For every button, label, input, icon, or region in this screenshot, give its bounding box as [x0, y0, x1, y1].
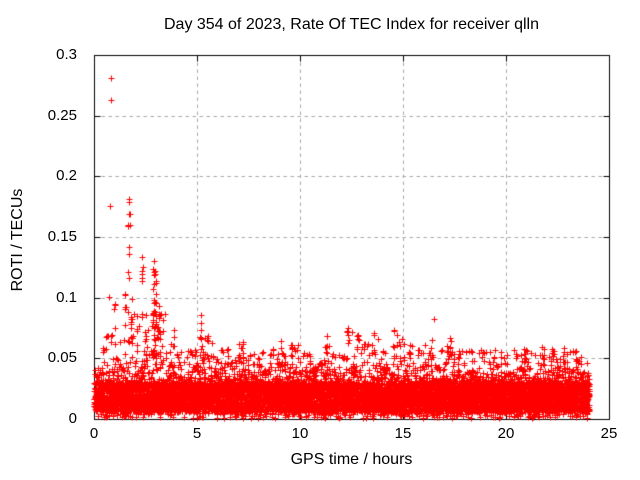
x-tick-label: 5 [192, 425, 202, 442]
y-axis-label: ROTI / TECUs [9, 188, 26, 292]
x-tick-label: 25 [600, 425, 618, 442]
y-tick-label: 0.2 [56, 167, 77, 184]
x-tick-label: 0 [89, 425, 99, 442]
y-tick-label: 0 [68, 410, 77, 427]
y-tick-label: 0.1 [56, 289, 77, 306]
y-tick-label: 0.3 [56, 46, 77, 63]
x-tick-label: 15 [394, 425, 412, 442]
chart-title: Day 354 of 2023, Rate Of TEC Index for r… [163, 16, 539, 33]
x-axis-label: GPS time / hours [290, 451, 413, 468]
y-tick-label: 0.25 [47, 107, 77, 124]
x-tick-label: 10 [291, 425, 309, 442]
x-tick-label: 20 [497, 425, 515, 442]
y-tick-label: 0.15 [47, 228, 77, 245]
y-tick-label: 0.05 [47, 349, 77, 366]
